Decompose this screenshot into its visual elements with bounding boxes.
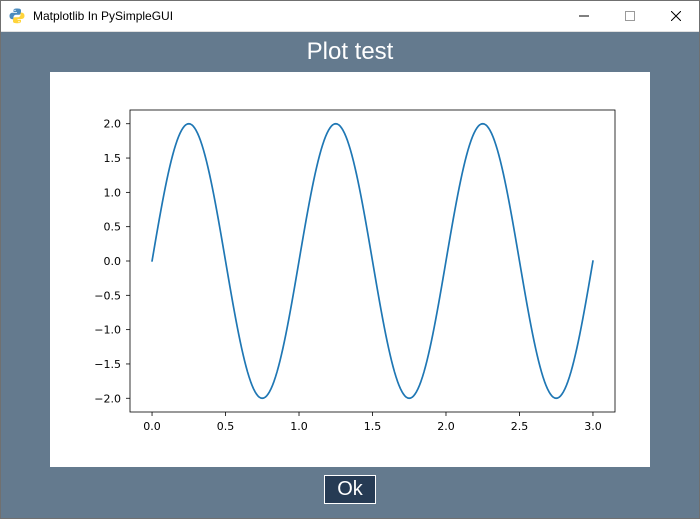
client-area: Plot test 0.0 0.5 1.0 1.5 2.0 2.5 3.0 −2.0 −1.5 −…: [1, 32, 699, 518]
svg-text:−2.0: −2.0: [94, 392, 121, 405]
svg-text:0.5: 0.5: [217, 420, 235, 433]
svg-text:2.0: 2.0: [104, 118, 122, 131]
minimize-button[interactable]: [561, 1, 607, 31]
svg-text:0.0: 0.0: [104, 255, 122, 268]
svg-text:2.0: 2.0: [437, 420, 455, 433]
plot-canvas-wrap: 0.0 0.5 1.0 1.5 2.0 2.5 3.0 −2.0 −1.5 −1.0 −0.5 0.0…: [13, 72, 687, 467]
svg-text:0.5: 0.5: [104, 221, 122, 234]
titlebar[interactable]: Matplotlib In PySimpleGUI: [1, 1, 699, 32]
svg-text:2.5: 2.5: [511, 420, 529, 433]
svg-text:−1.5: −1.5: [94, 358, 121, 371]
svg-text:1.0: 1.0: [104, 186, 122, 199]
plot-heading: Plot test: [307, 38, 394, 66]
svg-text:−0.5: −0.5: [94, 289, 121, 302]
app-window: Matplotlib In PySimpleGUI Plot test 0.00…: [0, 0, 700, 519]
window-controls: [561, 1, 699, 31]
svg-text:1.0: 1.0: [290, 420, 308, 433]
svg-text:3.0: 3.0: [584, 420, 602, 433]
svg-text:−1.0: −1.0: [94, 324, 121, 337]
svg-text:1.5: 1.5: [364, 420, 382, 433]
svg-text:1.5: 1.5: [104, 152, 122, 165]
window-title: Matplotlib In PySimpleGUI: [33, 9, 561, 23]
svg-text:0.0: 0.0: [143, 420, 161, 433]
plot-figure: 0.0 0.5 1.0 1.5 2.0 2.5 3.0 −2.0 −1.5 −1.0 −0.5 0.0…: [50, 72, 650, 467]
python-icon: [9, 8, 25, 24]
ok-button[interactable]: Ok: [324, 475, 376, 504]
maximize-button[interactable]: [607, 1, 653, 31]
close-button[interactable]: [653, 1, 699, 31]
